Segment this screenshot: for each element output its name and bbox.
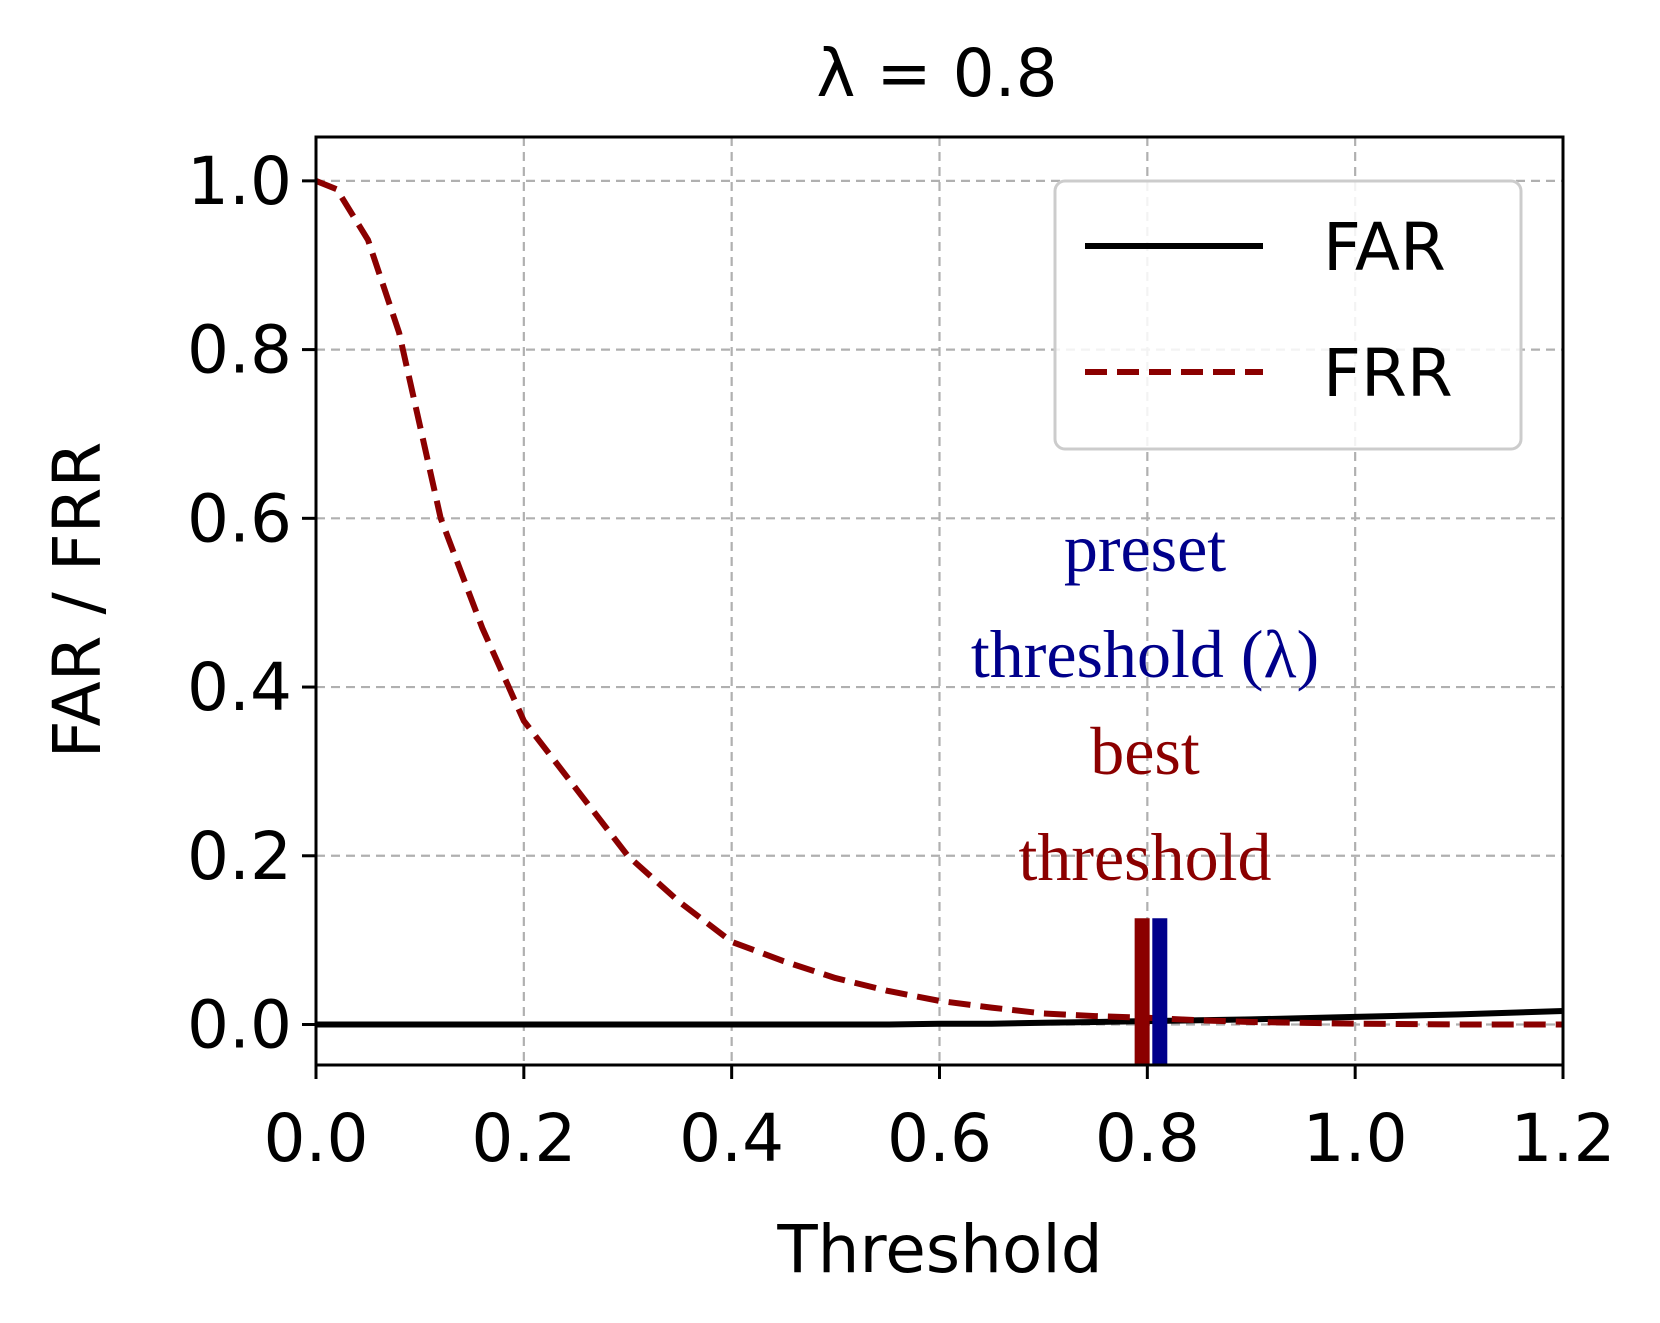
y-tick-label: 1.0: [187, 143, 292, 220]
legend: FAR FRR: [1053, 179, 1523, 451]
x-axis-label: Threshold: [776, 1211, 1102, 1288]
x-tick-label: 0.4: [679, 1100, 784, 1177]
x-tick-label: 1.2: [1511, 1100, 1616, 1177]
x-tick-label: 0.2: [471, 1100, 576, 1177]
best-annotation-line2: threshold: [1018, 819, 1271, 895]
plot-marks: [316, 178, 1563, 1065]
x-tick-label: 0.8: [1095, 1100, 1200, 1177]
preset-annotation-line2: threshold (λ): [971, 616, 1319, 692]
preset-annotation-line1: preset: [1064, 510, 1226, 586]
axis-ticks: 0.0 0.2 0.4 0.6 0.8 1.0 1.2 0.0 0.2 0.4 0.6 0.8 1.0: [187, 143, 1615, 1177]
best-annotation-line1: best: [1090, 713, 1200, 789]
x-tick-label: 0.6: [887, 1100, 992, 1177]
y-tick-label: 0.0: [187, 987, 292, 1064]
legend-frr-label: FRR: [1323, 335, 1453, 412]
series-line-frr: [316, 178, 1563, 1028]
legend-far-label: FAR: [1323, 209, 1446, 286]
y-tick-label: 0.6: [187, 480, 292, 557]
x-tick-label: 0.0: [264, 1100, 369, 1177]
y-tick-label: 0.4: [187, 649, 292, 726]
x-tick-label: 1.0: [1303, 1100, 1408, 1177]
y-tick-label: 0.2: [187, 818, 292, 895]
y-tick-label: 0.8: [187, 312, 292, 389]
y-axis-label: FAR / FRR: [39, 442, 116, 759]
chart-title: λ = 0.8: [816, 35, 1057, 112]
